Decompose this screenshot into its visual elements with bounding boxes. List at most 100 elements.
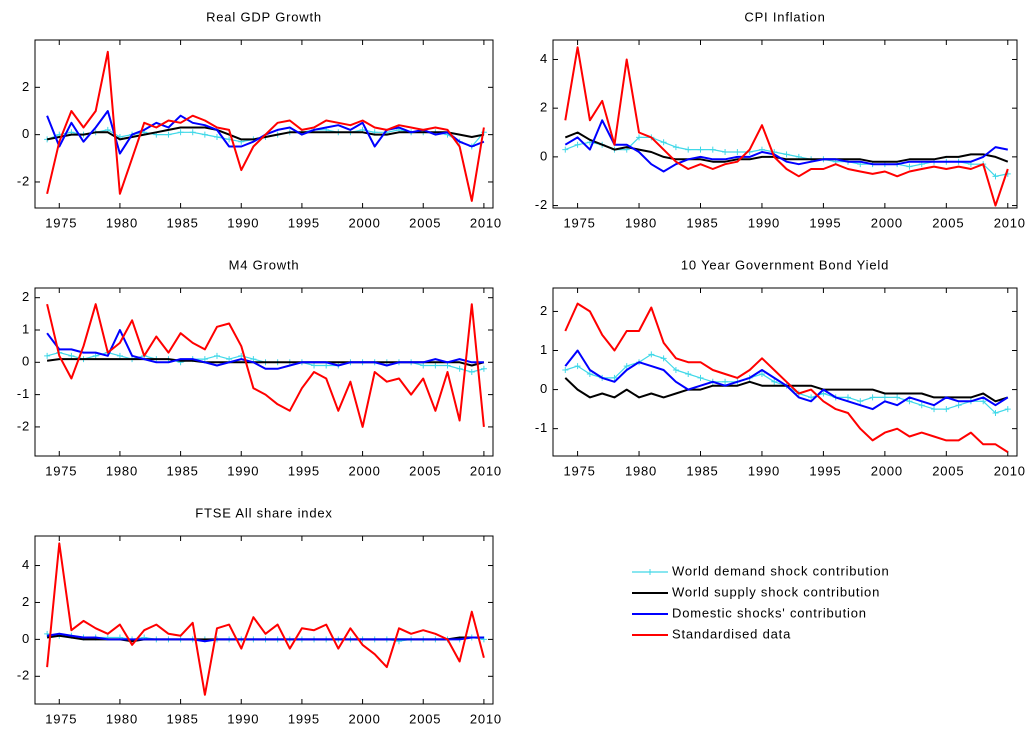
legend-label: World demand shock contribution bbox=[672, 563, 890, 578]
point-marker bbox=[92, 352, 99, 359]
point-marker bbox=[894, 394, 901, 401]
point-marker bbox=[771, 378, 778, 385]
point-marker bbox=[177, 129, 184, 136]
series-line bbox=[564, 46, 1009, 207]
x-tick-label: 1980 bbox=[106, 215, 138, 230]
y-tick-label: 4 bbox=[540, 51, 548, 66]
x-tick-label: 2005 bbox=[409, 711, 441, 726]
point-marker bbox=[623, 363, 630, 370]
point-marker bbox=[685, 146, 692, 153]
panel: CPI Inflation -2 0 2 4 1975 1980 1985 1990 1995 20… bbox=[535, 9, 1025, 230]
panel: 10 Year Government Bond Yield -1 0 1 2 1975 19… bbox=[535, 257, 1026, 478]
point-marker bbox=[820, 390, 827, 397]
series-line bbox=[564, 302, 1009, 453]
x-tick-label: 1980 bbox=[625, 215, 657, 230]
x-tick-label: 1990 bbox=[227, 215, 259, 230]
point-marker bbox=[562, 146, 569, 153]
x-tick-label: 2000 bbox=[349, 215, 381, 230]
panel: M4 Growth -2 -1 0 1 2 1975 1980 1985 1990 1995 2000… bbox=[17, 257, 502, 478]
point-marker bbox=[869, 394, 876, 401]
plot-area bbox=[562, 46, 1011, 207]
x-tick-label: 1980 bbox=[106, 711, 138, 726]
x-tick-label: 1995 bbox=[809, 463, 841, 478]
x-tick-label: 1975 bbox=[564, 463, 596, 478]
point-marker bbox=[250, 356, 257, 363]
x-tick-label: 1975 bbox=[564, 215, 596, 230]
point-marker bbox=[722, 378, 729, 385]
point-marker bbox=[697, 374, 704, 381]
x-tick-label: 1980 bbox=[106, 463, 138, 478]
point-marker bbox=[980, 398, 987, 405]
point-marker bbox=[480, 636, 487, 643]
axes-frame bbox=[552, 39, 1018, 209]
point-marker bbox=[323, 362, 330, 369]
y-tick-label: 4 bbox=[22, 557, 30, 572]
y-tick-label: -2 bbox=[17, 418, 30, 433]
y-tick-label: 0 bbox=[22, 631, 30, 646]
series-line bbox=[46, 632, 484, 643]
y-tick-label: 2 bbox=[540, 303, 548, 318]
x-tick-label: 1990 bbox=[227, 463, 259, 478]
series-line bbox=[46, 50, 485, 202]
x-tick-label: 2010 bbox=[994, 463, 1026, 478]
series-line bbox=[46, 329, 484, 370]
y-tick-label: -2 bbox=[17, 668, 30, 683]
point-marker bbox=[906, 398, 913, 405]
y-tick-label: -2 bbox=[535, 197, 548, 212]
x-tick-label: 1995 bbox=[288, 215, 320, 230]
x-tick-label: 2005 bbox=[932, 215, 964, 230]
panel-title: CPI Inflation bbox=[744, 9, 825, 24]
y-tick-label: -1 bbox=[535, 420, 548, 435]
axes-frame bbox=[552, 287, 1018, 457]
x-tick-label: 1995 bbox=[809, 215, 841, 230]
point-marker bbox=[1004, 406, 1011, 413]
panel: FTSE All share index -2 0 2 4 1975 1980 1985 199… bbox=[17, 505, 502, 726]
y-tick-label: 2 bbox=[22, 594, 30, 609]
point-marker bbox=[783, 151, 790, 158]
legend-label: Domestic shocks' contribution bbox=[672, 605, 867, 620]
point-marker bbox=[636, 134, 643, 141]
x-tick-label: 1985 bbox=[167, 463, 199, 478]
point-marker bbox=[311, 362, 318, 369]
point-marker bbox=[201, 356, 208, 363]
plot-area bbox=[44, 303, 487, 428]
point-marker bbox=[672, 367, 679, 374]
point-marker bbox=[226, 356, 233, 363]
x-tick-label: 2010 bbox=[470, 215, 502, 230]
x-tick-label: 1990 bbox=[227, 711, 259, 726]
axes-frame bbox=[34, 39, 494, 209]
y-tick-label: 1 bbox=[22, 321, 30, 336]
x-tick-label: 1985 bbox=[686, 463, 718, 478]
point-marker bbox=[213, 134, 220, 141]
y-tick-label: 0 bbox=[22, 126, 30, 141]
point-marker bbox=[685, 370, 692, 377]
x-tick-label: 1985 bbox=[167, 711, 199, 726]
point-marker bbox=[420, 362, 427, 369]
x-tick-label: 2010 bbox=[470, 463, 502, 478]
y-tick-label: 0 bbox=[540, 148, 548, 163]
point-marker bbox=[468, 369, 475, 375]
point-marker bbox=[432, 362, 439, 369]
series-line bbox=[564, 119, 1008, 173]
point-marker bbox=[881, 394, 888, 401]
point-marker bbox=[660, 139, 667, 146]
y-tick-label: 1 bbox=[540, 342, 548, 357]
x-tick-label: 2000 bbox=[871, 215, 903, 230]
point-marker bbox=[574, 141, 581, 148]
legend-label: Standardised data bbox=[672, 626, 791, 641]
x-tick-label: 1990 bbox=[748, 215, 780, 230]
plot-area bbox=[44, 50, 487, 202]
point-marker bbox=[857, 398, 864, 405]
y-tick-label: 2 bbox=[540, 100, 548, 115]
y-tick-label: -1 bbox=[17, 386, 30, 401]
panel-title: M4 Growth bbox=[229, 257, 300, 272]
x-tick-label: 2010 bbox=[470, 711, 502, 726]
x-tick-label: 2005 bbox=[409, 463, 441, 478]
point-marker bbox=[456, 365, 463, 372]
point-marker bbox=[672, 144, 679, 151]
x-tick-label: 1985 bbox=[686, 215, 718, 230]
series-line bbox=[46, 542, 485, 696]
legend-label: World supply shock contribution bbox=[672, 584, 880, 599]
point-marker bbox=[808, 394, 815, 401]
plot-area bbox=[44, 542, 487, 696]
